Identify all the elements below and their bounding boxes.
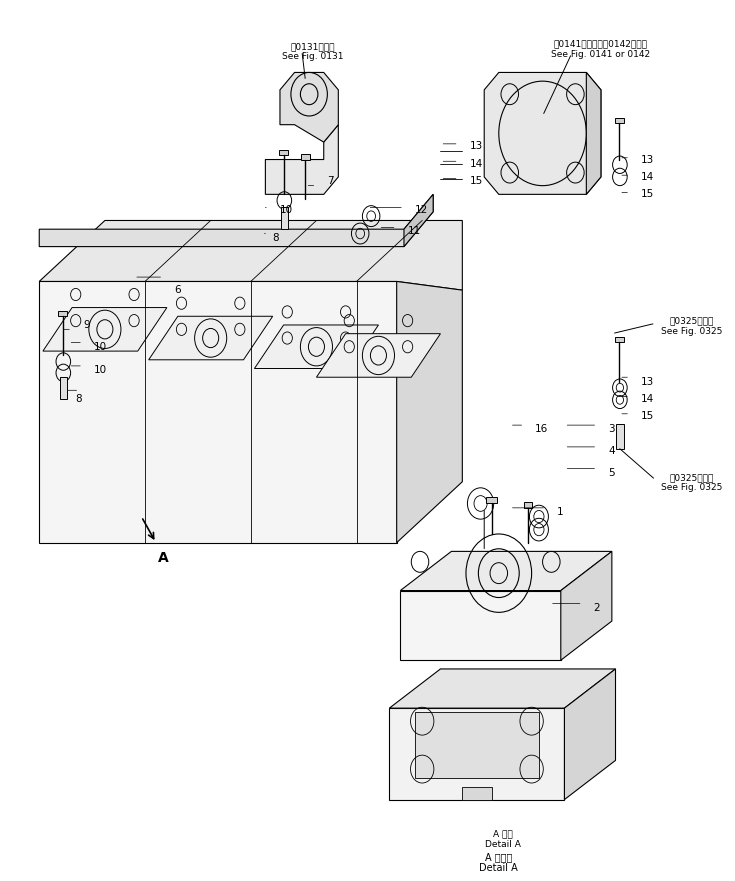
Polygon shape	[397, 281, 462, 543]
Bar	[58, 311, 67, 316]
Polygon shape	[39, 195, 433, 247]
Text: 8: 8	[76, 394, 82, 404]
Text: 2: 2	[594, 603, 600, 613]
Text: 3: 3	[609, 425, 615, 434]
Text: 15: 15	[641, 189, 654, 199]
Bar	[523, 502, 532, 507]
Polygon shape	[148, 316, 273, 359]
Text: 第0325図参照
See Fig. 0325: 第0325図参照 See Fig. 0325	[662, 473, 723, 492]
Bar	[301, 154, 310, 159]
Text: 8: 8	[273, 233, 279, 243]
Polygon shape	[401, 590, 561, 660]
Text: A: A	[158, 552, 168, 566]
Text: 13: 13	[641, 376, 654, 387]
Bar	[614, 337, 623, 343]
Polygon shape	[317, 334, 440, 377]
Polygon shape	[390, 708, 564, 800]
Polygon shape	[404, 195, 433, 247]
Text: 15: 15	[641, 411, 654, 421]
Text: A 應拡大
Detail A: A 應拡大 Detail A	[479, 852, 518, 873]
Text: 14: 14	[641, 394, 654, 404]
Text: A 拡大
Detail A: A 拡大 Detail A	[484, 830, 520, 849]
Text: 14: 14	[641, 172, 654, 182]
Polygon shape	[587, 72, 601, 195]
Bar	[60, 377, 67, 399]
Text: 4: 4	[609, 447, 615, 456]
Text: 14: 14	[470, 159, 483, 169]
Text: 13: 13	[641, 154, 654, 165]
Text: 第0141図または第0142図参照
See Fig. 0141 or 0142: 第0141図または第0142図参照 See Fig. 0141 or 0142	[551, 40, 650, 59]
Text: 10: 10	[94, 366, 107, 375]
Text: 12: 12	[415, 205, 429, 215]
Polygon shape	[390, 669, 615, 708]
Polygon shape	[39, 281, 397, 543]
Text: 7: 7	[327, 176, 334, 186]
Polygon shape	[39, 220, 462, 290]
Polygon shape	[254, 325, 379, 368]
Polygon shape	[265, 125, 338, 195]
Text: 1: 1	[557, 507, 564, 517]
Polygon shape	[561, 552, 612, 660]
Polygon shape	[401, 552, 612, 590]
Polygon shape	[484, 72, 601, 195]
Text: 10: 10	[94, 342, 107, 352]
Bar	[281, 207, 288, 229]
Bar	[462, 787, 492, 800]
Bar	[487, 497, 497, 503]
Text: 13: 13	[470, 142, 483, 152]
Bar	[616, 425, 623, 448]
Polygon shape	[280, 72, 338, 142]
Text: 6: 6	[174, 285, 181, 295]
Text: 10: 10	[280, 205, 293, 215]
Text: 第0131図参照
See Fig. 0131: 第0131図参照 See Fig. 0131	[282, 42, 343, 62]
Text: 第0325図参照
See Fig. 0325: 第0325図参照 See Fig. 0325	[662, 316, 723, 336]
Bar	[614, 118, 623, 123]
Text: 11: 11	[408, 226, 421, 236]
Text: 5: 5	[609, 468, 615, 478]
Bar	[279, 150, 288, 155]
Text: 16: 16	[535, 425, 548, 434]
Polygon shape	[43, 307, 167, 352]
Polygon shape	[415, 713, 539, 778]
Text: 9: 9	[83, 320, 90, 330]
Text: 15: 15	[470, 176, 483, 186]
Polygon shape	[564, 669, 615, 800]
